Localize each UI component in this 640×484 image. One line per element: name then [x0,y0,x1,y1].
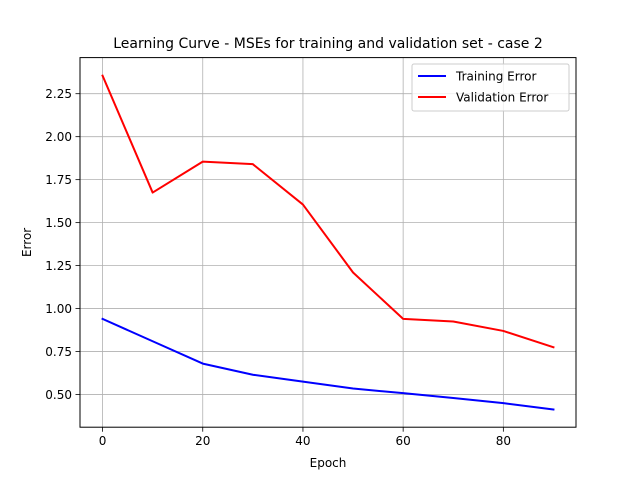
y-tick-label: 2.00 [45,130,72,144]
legend-label-validation-error: Validation Error [456,90,548,104]
x-tick-label: 80 [496,434,511,448]
axes-frame [79,57,577,428]
validation-error-line [101,74,555,349]
x-tick-label: 60 [396,434,411,448]
y-tick-label: 2.25 [45,87,72,101]
y-tick-label: 1.25 [45,259,72,273]
y-tick-label: 1.75 [45,173,72,187]
legend-label-training-error: Training Error [455,69,536,83]
series-lines [101,74,555,411]
x-tick-label: 20 [195,434,210,448]
chart-title: Learning Curve - MSEs for training and v… [113,36,542,52]
y-tick-label: 0.50 [45,388,72,402]
x-tick-label: 0 [99,434,107,448]
training-error-line [101,317,555,411]
x-axis-label: Epoch [310,456,347,470]
x-tick-label: 40 [295,434,310,448]
x-axis-ticks: 0 20 40 60 80 [99,427,511,448]
y-axis-ticks: 0.50 0.75 1.00 1.25 1.50 1.75 2.00 2.25 [45,87,80,402]
y-axis-label: Error [20,228,34,257]
y-tick-label: 0.75 [45,345,72,359]
y-tick-label: 1.50 [45,216,72,230]
legend: Training Error Validation Error [411,63,570,112]
y-tick-label: 1.00 [45,302,72,316]
legend-frame [411,63,570,112]
grid-lines [80,57,576,428]
